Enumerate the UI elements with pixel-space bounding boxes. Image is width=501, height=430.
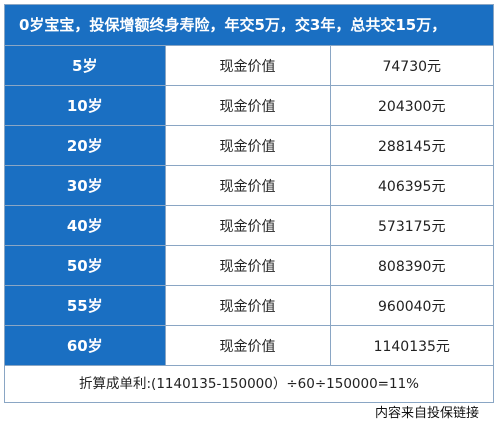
table-row: 30岁 现金价值 406395元 bbox=[5, 165, 493, 206]
label-cell: 现金价值 bbox=[164, 46, 331, 86]
amount-cell: 288145元 bbox=[329, 125, 493, 166]
table-row: 50岁 现金价值 808390元 bbox=[5, 245, 493, 286]
amount-cell: 1140135元 bbox=[329, 325, 493, 366]
label-cell: 现金价值 bbox=[164, 325, 331, 366]
table-row: 20岁 现金价值 288145元 bbox=[5, 125, 493, 166]
amount-cell: 960040元 bbox=[329, 285, 493, 326]
age-cell: 30岁 bbox=[5, 165, 166, 206]
cash-value-sheet: 0岁宝宝，投保增额终身寿险，年交5万，交3年，总共交15万， 5岁 现金价值 7… bbox=[4, 4, 494, 403]
cash-value-table: 5岁 现金价值 74730元 10岁 现金价值 204300元 20岁 现金价值… bbox=[5, 46, 493, 366]
label-cell: 现金价值 bbox=[164, 285, 331, 326]
amount-cell: 204300元 bbox=[329, 85, 493, 126]
age-cell: 5岁 bbox=[5, 46, 166, 86]
amount-cell: 406395元 bbox=[329, 165, 493, 206]
age-cell: 55岁 bbox=[5, 285, 166, 326]
age-cell: 50岁 bbox=[5, 245, 166, 286]
simple-interest-formula: 折算成单利:(1140135-150000）÷60÷150000=11% bbox=[5, 366, 493, 402]
amount-cell: 573175元 bbox=[329, 205, 493, 246]
table-row: 60岁 现金价值 1140135元 bbox=[5, 325, 493, 366]
page-title: 0岁宝宝，投保增额终身寿险，年交5万，交3年，总共交15万， bbox=[5, 5, 493, 46]
label-cell: 现金价值 bbox=[164, 165, 331, 206]
age-cell: 10岁 bbox=[5, 85, 166, 126]
table-row: 55岁 现金价值 960040元 bbox=[5, 285, 493, 326]
amount-cell: 808390元 bbox=[329, 245, 493, 286]
label-cell: 现金价值 bbox=[164, 125, 331, 166]
age-cell: 20岁 bbox=[5, 125, 166, 166]
age-cell: 40岁 bbox=[5, 205, 166, 246]
label-cell: 现金价值 bbox=[164, 205, 331, 246]
table-row: 10岁 现金价值 204300元 bbox=[5, 85, 493, 126]
table-row: 40岁 现金价值 573175元 bbox=[5, 205, 493, 246]
label-cell: 现金价值 bbox=[164, 85, 331, 126]
age-cell: 60岁 bbox=[5, 325, 166, 366]
label-cell: 现金价值 bbox=[164, 245, 331, 286]
amount-cell: 74730元 bbox=[329, 46, 493, 86]
table-row: 5岁 现金价值 74730元 bbox=[5, 46, 493, 86]
source-note: 内容来自投保链接 bbox=[374, 406, 479, 421]
